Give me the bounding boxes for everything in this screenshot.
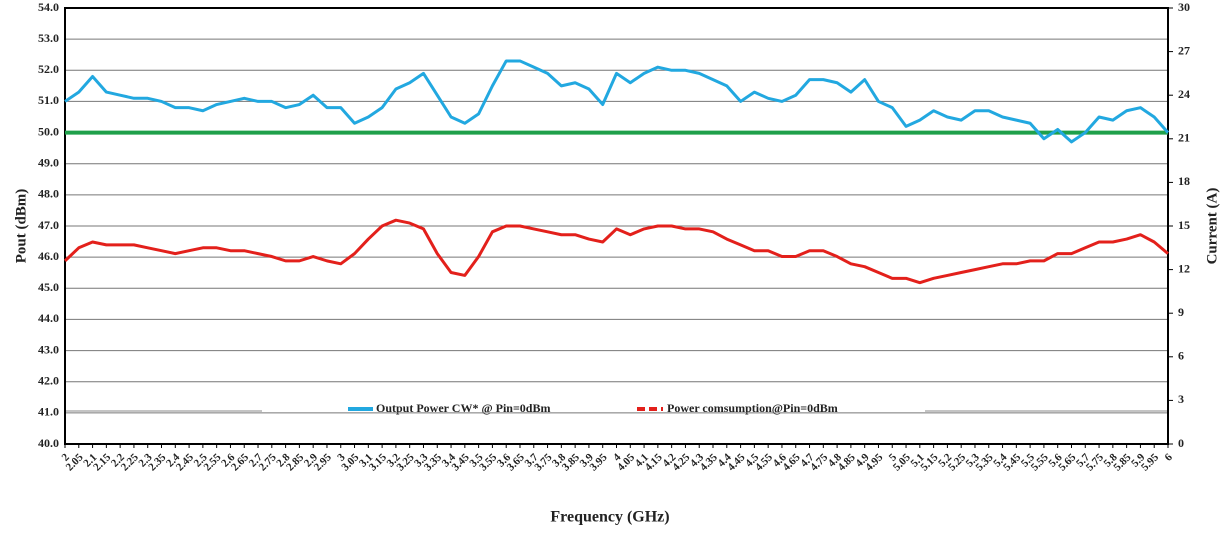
series-line <box>64 59 1170 144</box>
y-tick-label: 46.0 <box>38 249 59 263</box>
y-tick-label: 49.0 <box>38 155 59 169</box>
y-tick-label: 52.0 <box>38 62 59 76</box>
y2-tick-label: 18 <box>1178 174 1190 188</box>
y-axis-title: Pout (dBm) <box>13 189 29 264</box>
x-tick-label: 5.95 <box>1139 451 1161 473</box>
y-tick-label: 41.0 <box>38 405 59 419</box>
y-tick-label: 54.0 <box>38 0 59 14</box>
y-tick-label: 42.0 <box>38 373 59 387</box>
y2-tick-label: 9 <box>1178 305 1184 319</box>
y2-tick-label: 27 <box>1178 43 1190 57</box>
y2-tick-label: 6 <box>1178 349 1184 363</box>
y2-tick-label: 0 <box>1178 436 1184 450</box>
legend-label: Output Power CW* @ Pin=0dBm <box>376 401 550 415</box>
y2-tick-label: 3 <box>1178 392 1184 406</box>
y2-tick-label: 24 <box>1178 87 1190 101</box>
plot-frame <box>64 7 1169 445</box>
legend-label: Power comsumption@Pin=0dBm <box>667 401 838 415</box>
y-tick-label: 43.0 <box>38 342 59 356</box>
y2-tick-label: 21 <box>1178 131 1190 145</box>
y-tick-label: 50.0 <box>38 124 59 138</box>
y-tick-label: 47.0 <box>38 218 59 232</box>
y-tick-label: 51.0 <box>38 93 59 107</box>
series-line <box>63 218 1169 285</box>
y-tick-label: 40.0 <box>38 436 59 450</box>
x-tick-label: 6 <box>1163 451 1176 464</box>
y-tick-label: 48.0 <box>38 187 59 201</box>
y2-tick-label: 12 <box>1178 261 1190 275</box>
y-tick-label: 44.0 <box>38 311 59 325</box>
y-tick-label: 53.0 <box>38 31 59 45</box>
y2-tick-label: 15 <box>1178 218 1190 232</box>
x-tick-label: 4.95 <box>863 451 885 473</box>
y2-axis-title: Current (A) <box>1204 188 1220 265</box>
y-tick-label: 45.0 <box>38 280 59 294</box>
x-axis-title: Frequency (GHz) <box>550 509 669 526</box>
x-tick-label: 3.95 <box>588 451 610 473</box>
x-tick-label: 2.95 <box>312 451 334 473</box>
y2-tick-label: 30 <box>1178 0 1190 14</box>
